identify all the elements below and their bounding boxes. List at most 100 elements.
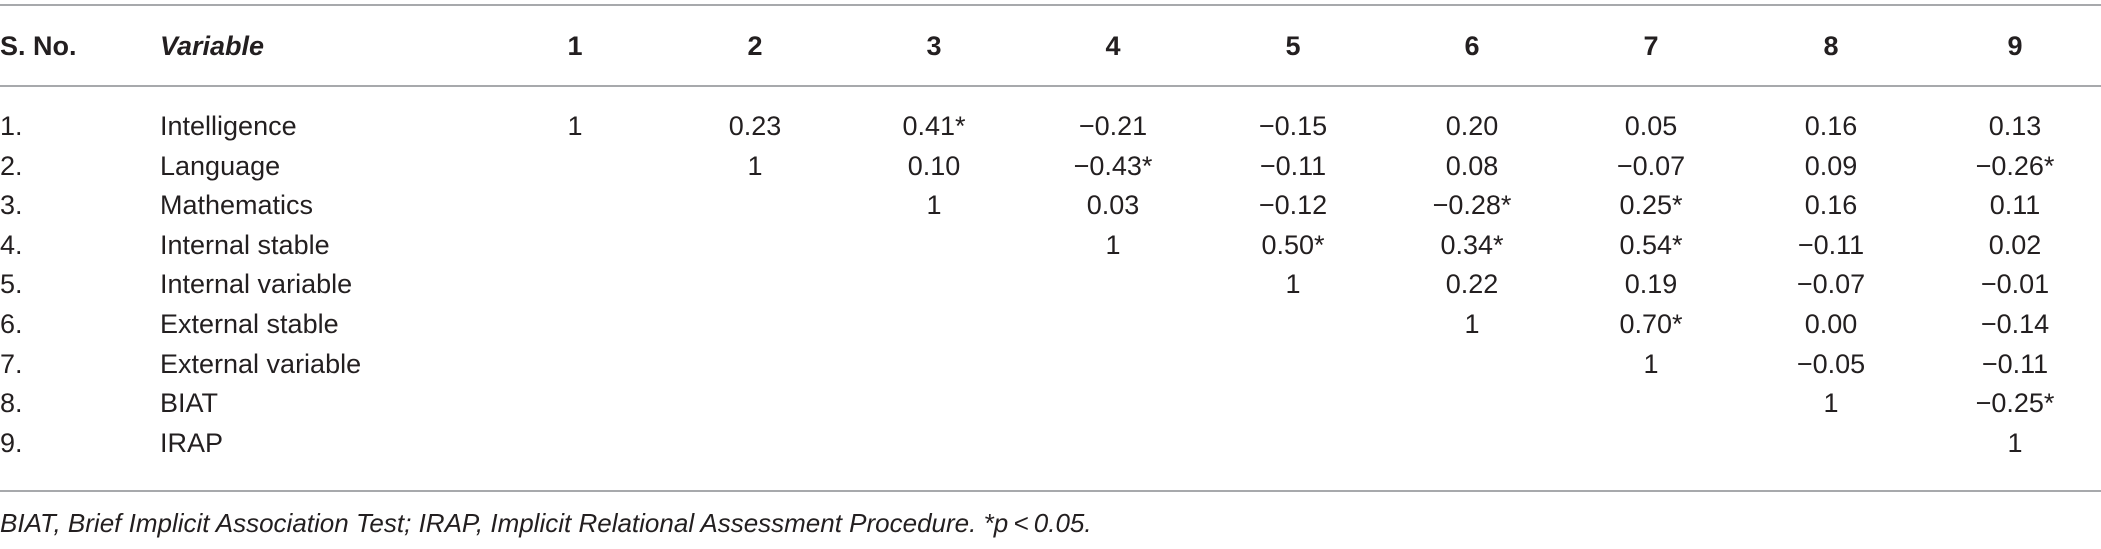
header-col-7: 7	[1643, 31, 1659, 61]
header-col-6: 6	[1464, 31, 1480, 61]
table-header-rule	[0, 85, 2101, 87]
row-sno: 6.	[0, 309, 23, 339]
cell-r5-c6: 0.22	[1445, 269, 1499, 299]
cell-r7-c2	[695, 344, 815, 384]
table-row: 1. Intelligence 1 0.23 0.41* −0.21 −0.15 0.20 0.…	[0, 106, 2101, 146]
cell-r8-c2	[695, 383, 815, 423]
cell-r1-c5: −0.15	[1258, 111, 1328, 141]
cell-r6-c5	[1233, 304, 1353, 344]
row-variable: BIAT	[160, 388, 219, 418]
table-row: 4. Internal stable 1 0.50* 0.34* 0.54* −0.11 0.…	[0, 225, 2101, 265]
cell-r2-c1	[515, 146, 635, 186]
cell-r4-c7: 0.54*	[1619, 230, 1683, 260]
cell-r8-c9: −0.25*	[1975, 388, 2055, 418]
cell-r3-c2	[695, 185, 815, 225]
row-variable: Intelligence	[160, 111, 297, 141]
cell-r1-c7: 0.05	[1624, 111, 1678, 141]
cell-r1-c9: 0.13	[1988, 111, 2042, 141]
cell-r5-c3	[874, 264, 994, 304]
cell-r2-c4: −0.43*	[1073, 151, 1153, 181]
header-col-4: 4	[1105, 31, 1121, 61]
cell-r8-c1	[515, 383, 635, 423]
table-row: 5. Internal variable 1 0.22 0.19 −0.07 −0.01	[0, 264, 2101, 304]
cell-r9-c6	[1412, 423, 1532, 463]
table-row: 9. IRAP 1	[0, 423, 2101, 463]
header-col-9: 9	[2007, 31, 2023, 61]
row-variable: IRAP	[160, 428, 224, 458]
cell-r7-c5	[1233, 344, 1353, 384]
cell-r3-c6: −0.28*	[1432, 190, 1512, 220]
header-col-5: 5	[1285, 31, 1301, 61]
table-footnote: BIAT, Brief Implicit Association Test; I…	[0, 508, 1092, 538]
cell-r4-c1	[515, 225, 635, 265]
cell-r9-c2	[695, 423, 815, 463]
table-row: 8. BIAT 1 −0.25*	[0, 383, 2101, 423]
row-sno: 2.	[0, 151, 23, 181]
header-col-8: 8	[1823, 31, 1839, 61]
header-variable: Variable	[160, 31, 265, 61]
cell-r7-c8: −0.05	[1796, 349, 1866, 379]
header-col-2: 2	[747, 31, 763, 61]
cell-r8-c8: 1	[1823, 388, 1839, 418]
cell-r8-c7	[1591, 383, 1711, 423]
cell-r7-c9: −0.11	[1981, 349, 2049, 379]
cell-r9-c1	[515, 423, 635, 463]
cell-r4-c6: 0.34*	[1440, 230, 1504, 260]
cell-r9-c4	[1053, 423, 1173, 463]
row-sno: 7.	[0, 349, 23, 379]
table-header-row: S. No. Variable 1 2 3 4 5 6 7 8 9	[0, 26, 2101, 66]
cell-r4-c4: 1	[1105, 230, 1121, 260]
row-sno: 8.	[0, 388, 23, 418]
row-variable: Language	[160, 151, 281, 181]
cell-r4-c9: 0.02	[1988, 230, 2042, 260]
cell-r3-c5: −0.12	[1258, 190, 1328, 220]
table-row: 2. Language 1 0.10 −0.43* −0.11 0.08 −0.07 0.09 −…	[0, 146, 2101, 186]
cell-r1-c3: 0.41*	[902, 111, 966, 141]
row-variable: Internal variable	[160, 269, 353, 299]
table-row: 7. External variable 1 −0.05 −0.11	[0, 344, 2101, 384]
cell-r2-c3: 0.10	[907, 151, 961, 181]
cell-r3-c9: 0.11	[1989, 190, 2041, 220]
cell-r2-c9: −0.26*	[1975, 151, 2055, 181]
cell-r9-c3	[874, 423, 994, 463]
cell-r4-c3	[874, 225, 994, 265]
row-variable: External variable	[160, 349, 362, 379]
cell-r9-c8	[1771, 423, 1891, 463]
header-col-3: 3	[926, 31, 942, 61]
cell-r8-c4	[1053, 383, 1173, 423]
row-variable: Mathematics	[160, 190, 314, 220]
cell-r5-c2	[695, 264, 815, 304]
row-variable: Internal stable	[160, 230, 330, 260]
cell-r5-c8: −0.07	[1796, 269, 1866, 299]
cell-r4-c5: 0.50*	[1261, 230, 1325, 260]
cell-r3-c1	[515, 185, 635, 225]
cell-r1-c4: −0.21	[1078, 111, 1148, 141]
table-row: 6. External stable 1 0.70* 0.00 −0.14	[0, 304, 2101, 344]
cell-r7-c3	[874, 344, 994, 384]
table-top-rule	[0, 4, 2101, 6]
cell-r6-c3	[874, 304, 994, 344]
cell-r5-c7: 0.19	[1624, 269, 1678, 299]
cell-r5-c5: 1	[1285, 269, 1301, 299]
cell-r7-c1	[515, 344, 635, 384]
cell-r2-c7: −0.07	[1616, 151, 1686, 181]
cell-r6-c7: 0.70*	[1619, 309, 1683, 339]
cell-r9-c7	[1591, 423, 1711, 463]
cell-r3-c3: 1	[926, 190, 942, 220]
row-sno: 5.	[0, 269, 23, 299]
cell-r7-c7: 1	[1643, 349, 1659, 379]
cell-r5-c1	[515, 264, 635, 304]
cell-r2-c5: −0.11	[1259, 151, 1327, 181]
cell-r6-c2	[695, 304, 815, 344]
cell-r1-c2: 0.23	[728, 111, 782, 141]
table-bottom-rule	[0, 490, 2101, 492]
cell-r3-c7: 0.25*	[1619, 190, 1683, 220]
cell-r4-c2	[695, 225, 815, 265]
cell-r5-c4	[1053, 264, 1173, 304]
header-sno: S. No.	[0, 31, 77, 61]
cell-r2-c2: 1	[747, 151, 763, 181]
cell-r1-c6: 0.20	[1445, 111, 1499, 141]
cell-r6-c9: −0.14	[1980, 309, 2050, 339]
cell-r6-c1	[515, 304, 635, 344]
cell-r6-c4	[1053, 304, 1173, 344]
